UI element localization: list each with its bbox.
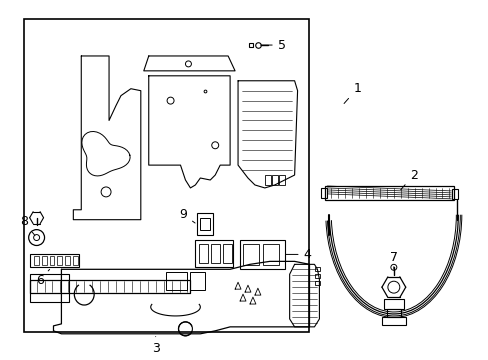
Bar [30, 255, 79, 267]
Text: 3: 3 [151, 337, 159, 355]
Bar [49, 256, 54, 265]
Bar [383, 299, 403, 309]
Text: 1: 1 [344, 82, 360, 103]
Text: 7: 7 [389, 251, 397, 269]
Bar [315, 281, 320, 285]
Bar [240, 239, 284, 269]
Bar [73, 256, 78, 265]
Bar [451, 189, 457, 199]
Bar [315, 274, 320, 278]
Text: 8: 8 [20, 215, 35, 235]
Bar [264, 175, 270, 185]
Bar [41, 256, 46, 265]
Bar [197, 213, 213, 235]
Text: 6: 6 [36, 269, 49, 287]
Bar [30, 274, 69, 302]
Bar [381, 317, 405, 325]
Bar [211, 243, 220, 264]
Bar [243, 243, 258, 265]
Text: 2: 2 [400, 168, 417, 190]
Bar [190, 272, 205, 290]
Bar [263, 243, 278, 265]
Bar [24, 19, 309, 332]
Text: 5: 5 [260, 39, 285, 51]
Bar [65, 256, 70, 265]
Bar [278, 175, 284, 185]
Bar [223, 243, 232, 264]
Text: 4: 4 [285, 248, 311, 261]
Bar [199, 243, 208, 264]
Bar [34, 256, 39, 265]
Bar [200, 218, 210, 230]
Text: 9: 9 [179, 208, 195, 223]
Bar [325, 186, 453, 200]
Bar [165, 272, 187, 290]
Bar [321, 188, 326, 198]
Bar [57, 256, 62, 265]
Bar [271, 175, 277, 185]
Bar [315, 267, 320, 271]
Bar [386, 309, 400, 317]
Bar [195, 239, 233, 267]
